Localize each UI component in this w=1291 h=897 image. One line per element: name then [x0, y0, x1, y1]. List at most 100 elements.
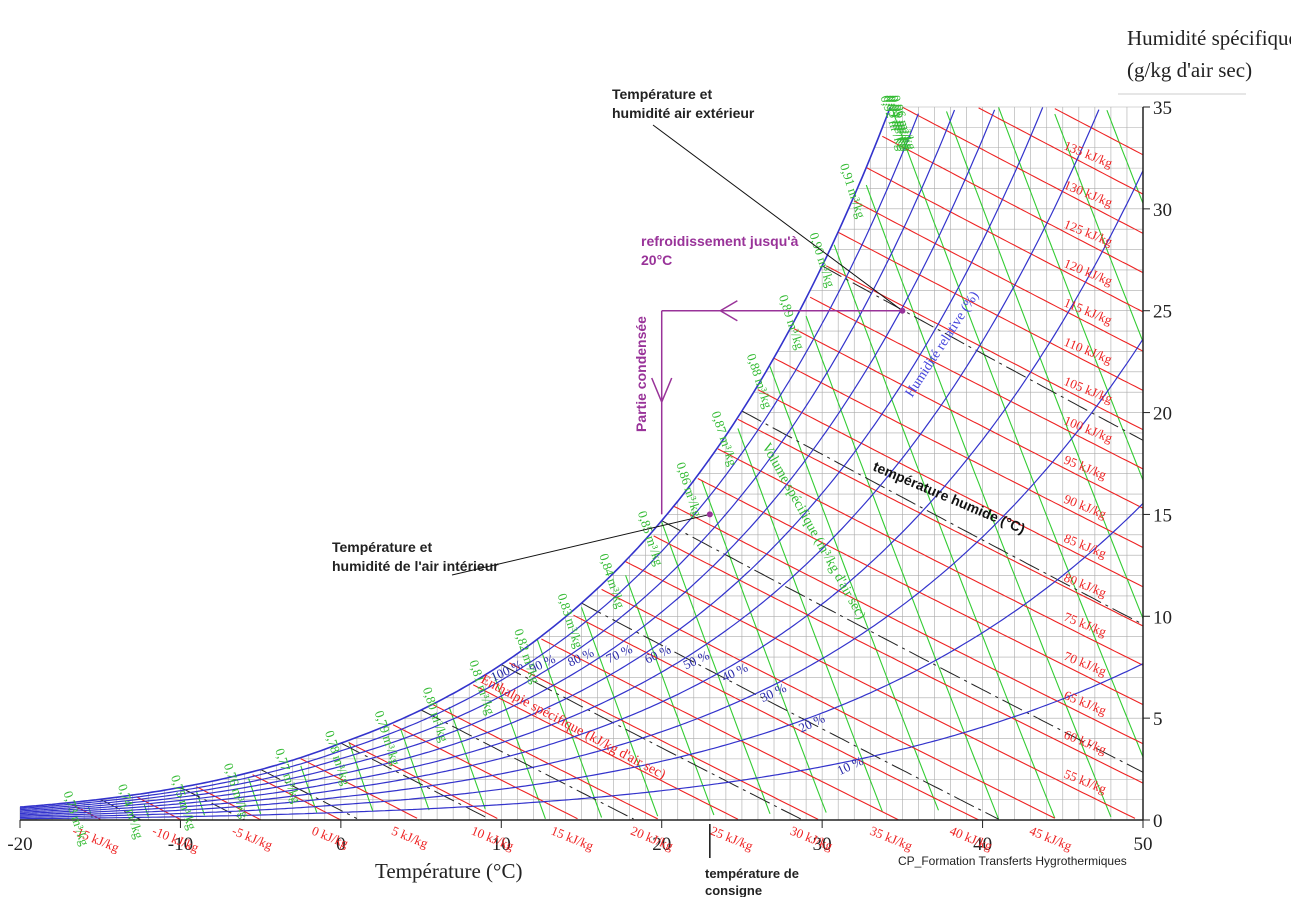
rh-curve-70 — [19, 109, 996, 812]
x-tick-label: 0 — [336, 834, 346, 855]
y-tick-label: 20 — [1153, 404, 1172, 425]
volume-line — [348, 741, 374, 812]
volume-line — [400, 729, 430, 811]
volume-label: 0,87 m³/kg — [709, 409, 741, 468]
wet-bulb-line — [741, 410, 1144, 625]
rh-curve-10 — [20, 663, 1144, 820]
volume-label: 0,88 m³/kg — [744, 352, 776, 411]
rh-curve-30 — [19, 338, 1144, 817]
enthalpy-label-bottom: -5 kJ/kg — [230, 823, 275, 853]
x-tick-label: 40 — [973, 834, 992, 855]
volume-label: 0,91 m³/kg — [837, 161, 869, 220]
condensed-label: Partie condensée — [633, 316, 649, 432]
cooling-label-line2: 20°C — [641, 252, 672, 268]
wet-bulb-line — [821, 265, 1144, 441]
axes: 0 5 10 15 20 25 30 35 -20 -10 0 10 20 30 40 50 — [7, 98, 1172, 855]
enthalpy-label-bottom: 0 kJ/kg — [310, 823, 351, 851]
enthalpy-line — [853, 200, 1144, 352]
volume-axis-annotation: Volume spécifique (m³/kg d'air sec) — [759, 441, 869, 623]
interior-label-line1: Température et — [332, 539, 432, 555]
volume-line — [661, 521, 771, 814]
rh-curve-90 — [19, 113, 919, 809]
wet-bulb-line — [661, 520, 1144, 773]
x-tick-label: 10 — [492, 834, 511, 855]
interior-label-line2: humidité de l'air intérieur — [332, 558, 499, 574]
x-axis-label: Température (°C) — [375, 859, 522, 883]
volume-line — [492, 672, 546, 819]
rh-curves — [19, 106, 1144, 820]
enthalpy-label-bottom: 5 kJ/kg — [389, 823, 430, 851]
volume-line — [769, 366, 940, 811]
enthalpy-label-bottom: 25 kJ/kg — [708, 823, 755, 854]
enthalpy-label-right: 95 kJ/kg — [1062, 452, 1109, 483]
volume-label: 0,80 m³/kg — [420, 685, 452, 744]
enthalpy-label-bottom: 40 kJ/kg — [948, 823, 995, 854]
enthalpy-line — [1054, 108, 1144, 156]
enthalpy-line — [432, 704, 658, 820]
wet-bulb-lines — [99, 265, 1144, 821]
enthalpy-line — [300, 758, 418, 819]
labels: 100 % 90 % 80 % 70 % 60 % 50 % 40 %30 %20 %10 … — [61, 93, 1116, 855]
setpoint-label-line2: consigne — [705, 883, 762, 897]
volume-line — [1106, 110, 1144, 204]
y-tick-label: 10 — [1153, 607, 1172, 628]
enthalpy-label-bottom: 35 kJ/kg — [868, 823, 915, 854]
interior-leader — [451, 513, 710, 576]
volume-line — [701, 480, 827, 813]
x-tick-label: 50 — [1134, 834, 1153, 855]
volume-line — [625, 575, 715, 816]
cooling-label-line1: refroidissement jusqu'à — [641, 233, 799, 249]
wet-bulb-axis-annotation: température humide (°C) — [871, 458, 1028, 537]
title-units: (g/kg d'air sec) — [1127, 58, 1252, 82]
rh-label: 20 % — [796, 710, 827, 735]
rh-curve-60 — [19, 107, 1044, 813]
enthalpy-line — [392, 724, 578, 820]
exterior-leader — [652, 124, 903, 312]
enthalpy-label-bottom: 15 kJ/kg — [549, 823, 596, 854]
enthalpy-line — [793, 328, 1144, 509]
title: Humidité spécifique — [1127, 26, 1291, 50]
exterior-label-line1: Température et — [612, 86, 712, 102]
enthalpy-line — [978, 107, 1144, 195]
rh-label: 80 % — [565, 644, 596, 669]
volume-line — [893, 115, 1144, 758]
enthalpy-line — [773, 357, 1144, 548]
enthalpy-line — [472, 684, 739, 820]
rh-curve-80 — [19, 109, 956, 811]
enthalpy-line — [573, 614, 979, 821]
cooling-arrow — [718, 300, 738, 322]
rh-axis-annotation: Humidité relative (%) — [903, 289, 983, 400]
volume-line — [300, 765, 318, 813]
exterior-label-line2: humidité air extérieur — [612, 105, 755, 121]
enthalpy-label-right: 55 kJ/kg — [1062, 766, 1109, 797]
enthalpy-label-bottom: 45 kJ/kg — [1027, 823, 1074, 854]
enthalpy-label-right: 90 kJ/kg — [1062, 491, 1109, 522]
enthalpy-line — [625, 561, 1136, 819]
wet-bulb-line — [501, 664, 803, 821]
rh-curve-20 — [20, 502, 1144, 818]
rh-curve-50 — [19, 109, 1100, 815]
enthalpy-line — [882, 135, 1144, 274]
annotations: Température et humidité air extérieur Temp… — [332, 86, 906, 897]
x-tick-label: -20 — [7, 834, 32, 855]
enthalpy-line — [541, 638, 899, 821]
rh-curve-40 — [19, 170, 1144, 816]
rh-curve-100 — [19, 106, 892, 808]
enthalpy-line — [601, 588, 1056, 819]
volume-label: 0,84 m³/kg — [596, 552, 628, 611]
wet-bulb-line — [420, 709, 634, 820]
volume-label: 0,89 m³/kg — [776, 293, 808, 352]
enthalpy-line — [902, 106, 1144, 234]
enthalpy-line — [653, 535, 1144, 784]
enthalpy-line — [809, 296, 1144, 470]
x-tick-label: 30 — [813, 834, 832, 855]
condensed-arrow — [651, 377, 673, 404]
volume-line — [737, 428, 883, 812]
wet-bulb-line — [340, 742, 490, 820]
enthalpy-line — [697, 478, 1144, 706]
x-tick-label: -10 — [168, 834, 193, 855]
y-tick-label: 15 — [1153, 505, 1172, 526]
volume-label: 0,86 m³/kg — [673, 460, 705, 519]
y-tick-label: 30 — [1153, 200, 1172, 221]
